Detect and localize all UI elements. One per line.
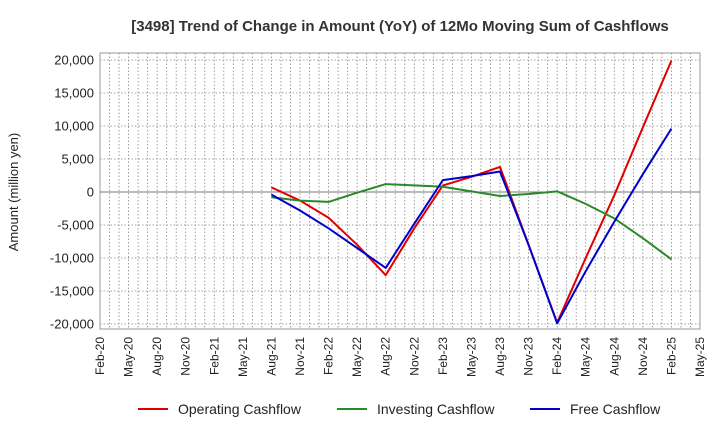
operating-cashflow-legend-label: Operating Cashflow (178, 401, 302, 417)
x-tick-label: May-25 (693, 337, 707, 377)
x-tick-label: Nov-24 (636, 337, 650, 376)
x-tick-label: May-21 (236, 337, 250, 377)
legend: Operating Cashflow Investing Cashflow Free… (138, 401, 661, 417)
y-tick-label: -15,000 (50, 284, 94, 299)
x-tick-label: Nov-20 (179, 337, 193, 376)
y-tick-label: 20,000 (54, 53, 94, 68)
free-cashflow-line (270, 128, 673, 325)
y-tick-label: 0 (87, 185, 94, 200)
investing-cashflow-legend-label: Investing Cashflow (377, 401, 495, 417)
x-tick-label: Nov-22 (407, 337, 421, 376)
x-tick-label: Feb-23 (436, 337, 450, 375)
y-tick-label: 15,000 (54, 86, 94, 101)
x-tick-label: May-22 (350, 337, 364, 377)
y-tick-label: 5,000 (61, 152, 94, 167)
x-tick-label: Feb-24 (550, 337, 564, 375)
grid (99, 52, 701, 330)
x-tick-label: Feb-21 (207, 337, 221, 375)
y-tick-label: -5,000 (57, 218, 94, 233)
x-tick-label: Aug-22 (379, 337, 393, 376)
x-tick-label: Aug-24 (607, 337, 621, 376)
x-tick-label: Aug-20 (150, 337, 164, 376)
axes: 20,000 15,000 10,000 5,000 0 -5,000 -10,000 -15… (50, 53, 707, 378)
free-cashflow-legend-label: Free Cashflow (570, 401, 661, 417)
y-tick-label: -10,000 (50, 251, 94, 266)
series (270, 60, 673, 325)
x-tick-label: Feb-25 (664, 337, 678, 375)
x-tick-label: May-24 (579, 337, 593, 377)
x-tick-label: Aug-21 (264, 337, 278, 376)
plot-frame (99, 52, 701, 330)
x-tick-label: Feb-22 (322, 337, 336, 375)
y-tick-label: 10,000 (54, 119, 94, 134)
x-tick-label: Aug-23 (493, 337, 507, 376)
investing-cashflow-line (271, 183, 673, 261)
x-tick-label: Nov-23 (522, 337, 536, 376)
x-tick-label: Nov-21 (293, 337, 307, 376)
x-tick-label: Feb-20 (93, 337, 107, 375)
x-tick-label: May-20 (122, 337, 136, 377)
chart-title: [3498] Trend of Change in Amount (YoY) o… (131, 18, 669, 35)
y-axis-label: Amount (million yen) (6, 133, 21, 252)
y-tick-label: -20,000 (50, 317, 94, 332)
x-tick-label: May-23 (464, 337, 478, 377)
